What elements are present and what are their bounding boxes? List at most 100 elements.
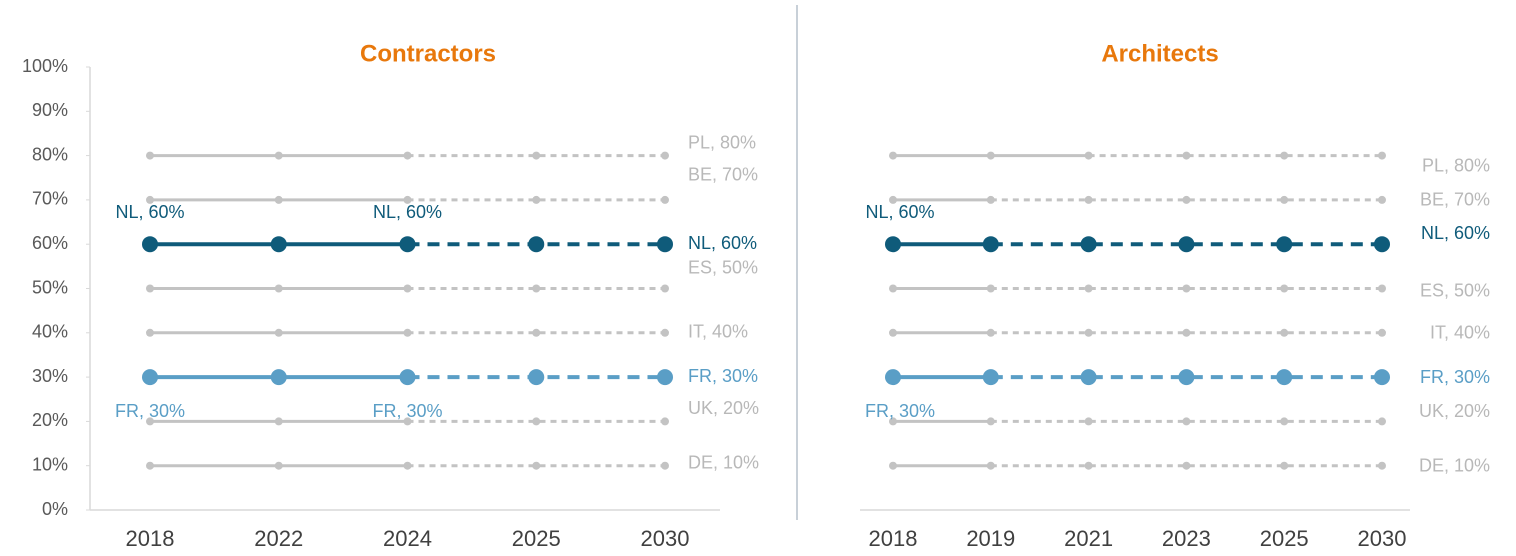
y-tick-label: 0% [42, 499, 68, 519]
marker [403, 461, 412, 470]
marker [986, 151, 995, 160]
marker [1280, 461, 1289, 470]
chart-title: Contractors [360, 40, 496, 67]
marker [274, 284, 283, 293]
y-tick-label: 10% [32, 454, 68, 474]
marker [889, 151, 897, 160]
marker [532, 417, 541, 426]
marker [1374, 236, 1390, 253]
marker [657, 369, 673, 386]
data-label: FR, 30% [1420, 367, 1490, 387]
marker [528, 369, 545, 386]
marker [1080, 369, 1097, 386]
x-tick-label: 2019 [966, 526, 1015, 551]
data-label: UK, 20% [688, 398, 759, 418]
data-label: NL, 60% [688, 233, 757, 253]
marker [986, 417, 995, 426]
marker [1084, 195, 1093, 204]
marker [274, 417, 283, 426]
marker [1084, 417, 1093, 426]
marker [532, 284, 541, 293]
data-label: IT, 40% [688, 322, 748, 342]
marker [403, 284, 412, 293]
marker [1378, 328, 1386, 337]
marker [274, 328, 283, 337]
marker [889, 461, 897, 470]
chart-title: Architects [1101, 40, 1218, 67]
x-tick-label: 2023 [1162, 526, 1211, 551]
y-tick-label: 100% [22, 56, 68, 76]
data-label: NL, 60% [865, 202, 934, 222]
marker [1182, 284, 1191, 293]
marker [270, 236, 287, 253]
marker [1182, 417, 1191, 426]
marker [1280, 195, 1289, 204]
marker [1280, 284, 1289, 293]
marker [528, 236, 545, 253]
marker [661, 461, 669, 470]
marker [889, 328, 897, 337]
marker [1182, 328, 1191, 337]
marker [1178, 236, 1195, 253]
marker [889, 284, 897, 293]
data-label: PL, 80% [688, 132, 756, 152]
x-tick-label: 2018 [126, 526, 175, 551]
marker [1084, 328, 1093, 337]
marker [1276, 236, 1293, 253]
marker [657, 236, 673, 253]
marker [1280, 417, 1289, 426]
y-tick-label: 20% [32, 410, 68, 430]
x-tick-label: 2022 [254, 526, 303, 551]
data-label: FR, 30% [372, 401, 442, 421]
marker [982, 369, 999, 386]
marker [661, 284, 669, 293]
marker [885, 369, 901, 386]
marker [146, 195, 154, 204]
data-label: FR, 30% [688, 366, 758, 386]
marker [1378, 151, 1386, 160]
marker [403, 195, 412, 204]
marker [986, 284, 995, 293]
marker [1182, 461, 1191, 470]
marker [1084, 151, 1093, 160]
marker [889, 195, 897, 204]
marker [982, 236, 999, 253]
marker [1084, 461, 1093, 470]
marker [532, 461, 541, 470]
marker [889, 417, 897, 426]
marker [270, 369, 287, 386]
marker [146, 328, 154, 337]
marker [274, 195, 283, 204]
marker [403, 151, 412, 160]
data-label: PL, 80% [1422, 155, 1490, 175]
marker [1182, 195, 1191, 204]
marker [986, 328, 995, 337]
y-tick-label: 70% [32, 189, 68, 209]
data-label: NL, 60% [373, 202, 442, 222]
marker [274, 461, 283, 470]
data-label: BE, 70% [1420, 190, 1490, 210]
data-label: DE, 10% [1419, 455, 1490, 475]
marker [274, 151, 283, 160]
marker [532, 328, 541, 337]
y-tick-label: 90% [32, 100, 68, 120]
marker [532, 195, 541, 204]
data-label: UK, 20% [1419, 401, 1490, 421]
marker [1378, 195, 1386, 204]
marker [1378, 417, 1386, 426]
marker [1182, 151, 1191, 160]
marker [399, 369, 416, 386]
x-tick-label: 2025 [512, 526, 561, 551]
x-tick-label: 2021 [1064, 526, 1113, 551]
y-tick-label: 30% [32, 366, 68, 386]
marker [661, 328, 669, 337]
data-label: ES, 50% [688, 257, 758, 277]
data-label: IT, 40% [1430, 323, 1490, 343]
marker [661, 195, 669, 204]
marker [986, 461, 995, 470]
marker [986, 195, 995, 204]
marker [661, 151, 669, 160]
marker [146, 417, 154, 426]
y-tick-label: 80% [32, 144, 68, 164]
marker [1280, 328, 1289, 337]
